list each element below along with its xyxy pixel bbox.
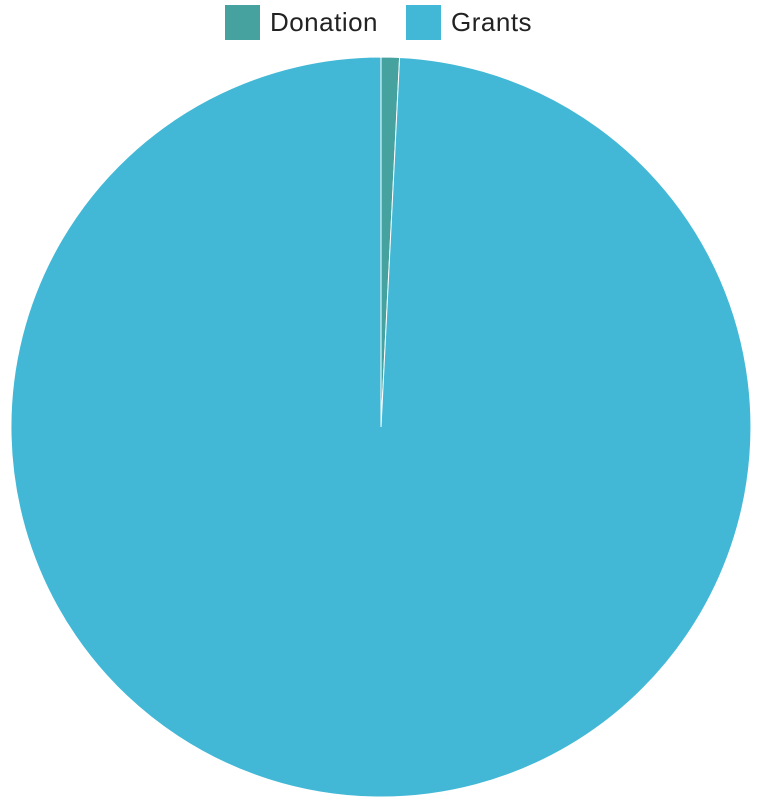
legend-swatch-grants <box>406 4 442 40</box>
legend-label-donation: Donation <box>269 6 379 37</box>
legend-item-grants[interactable]: Grants <box>406 4 533 40</box>
legend-label-grants: Grants <box>451 6 533 37</box>
pie-slice-grants[interactable] <box>10 56 752 798</box>
legend-swatch-donation <box>224 4 260 40</box>
chart-legend: Donation Grants <box>0 4 757 40</box>
legend-item-donation[interactable]: Donation <box>224 4 379 40</box>
pie-slices <box>10 56 752 798</box>
